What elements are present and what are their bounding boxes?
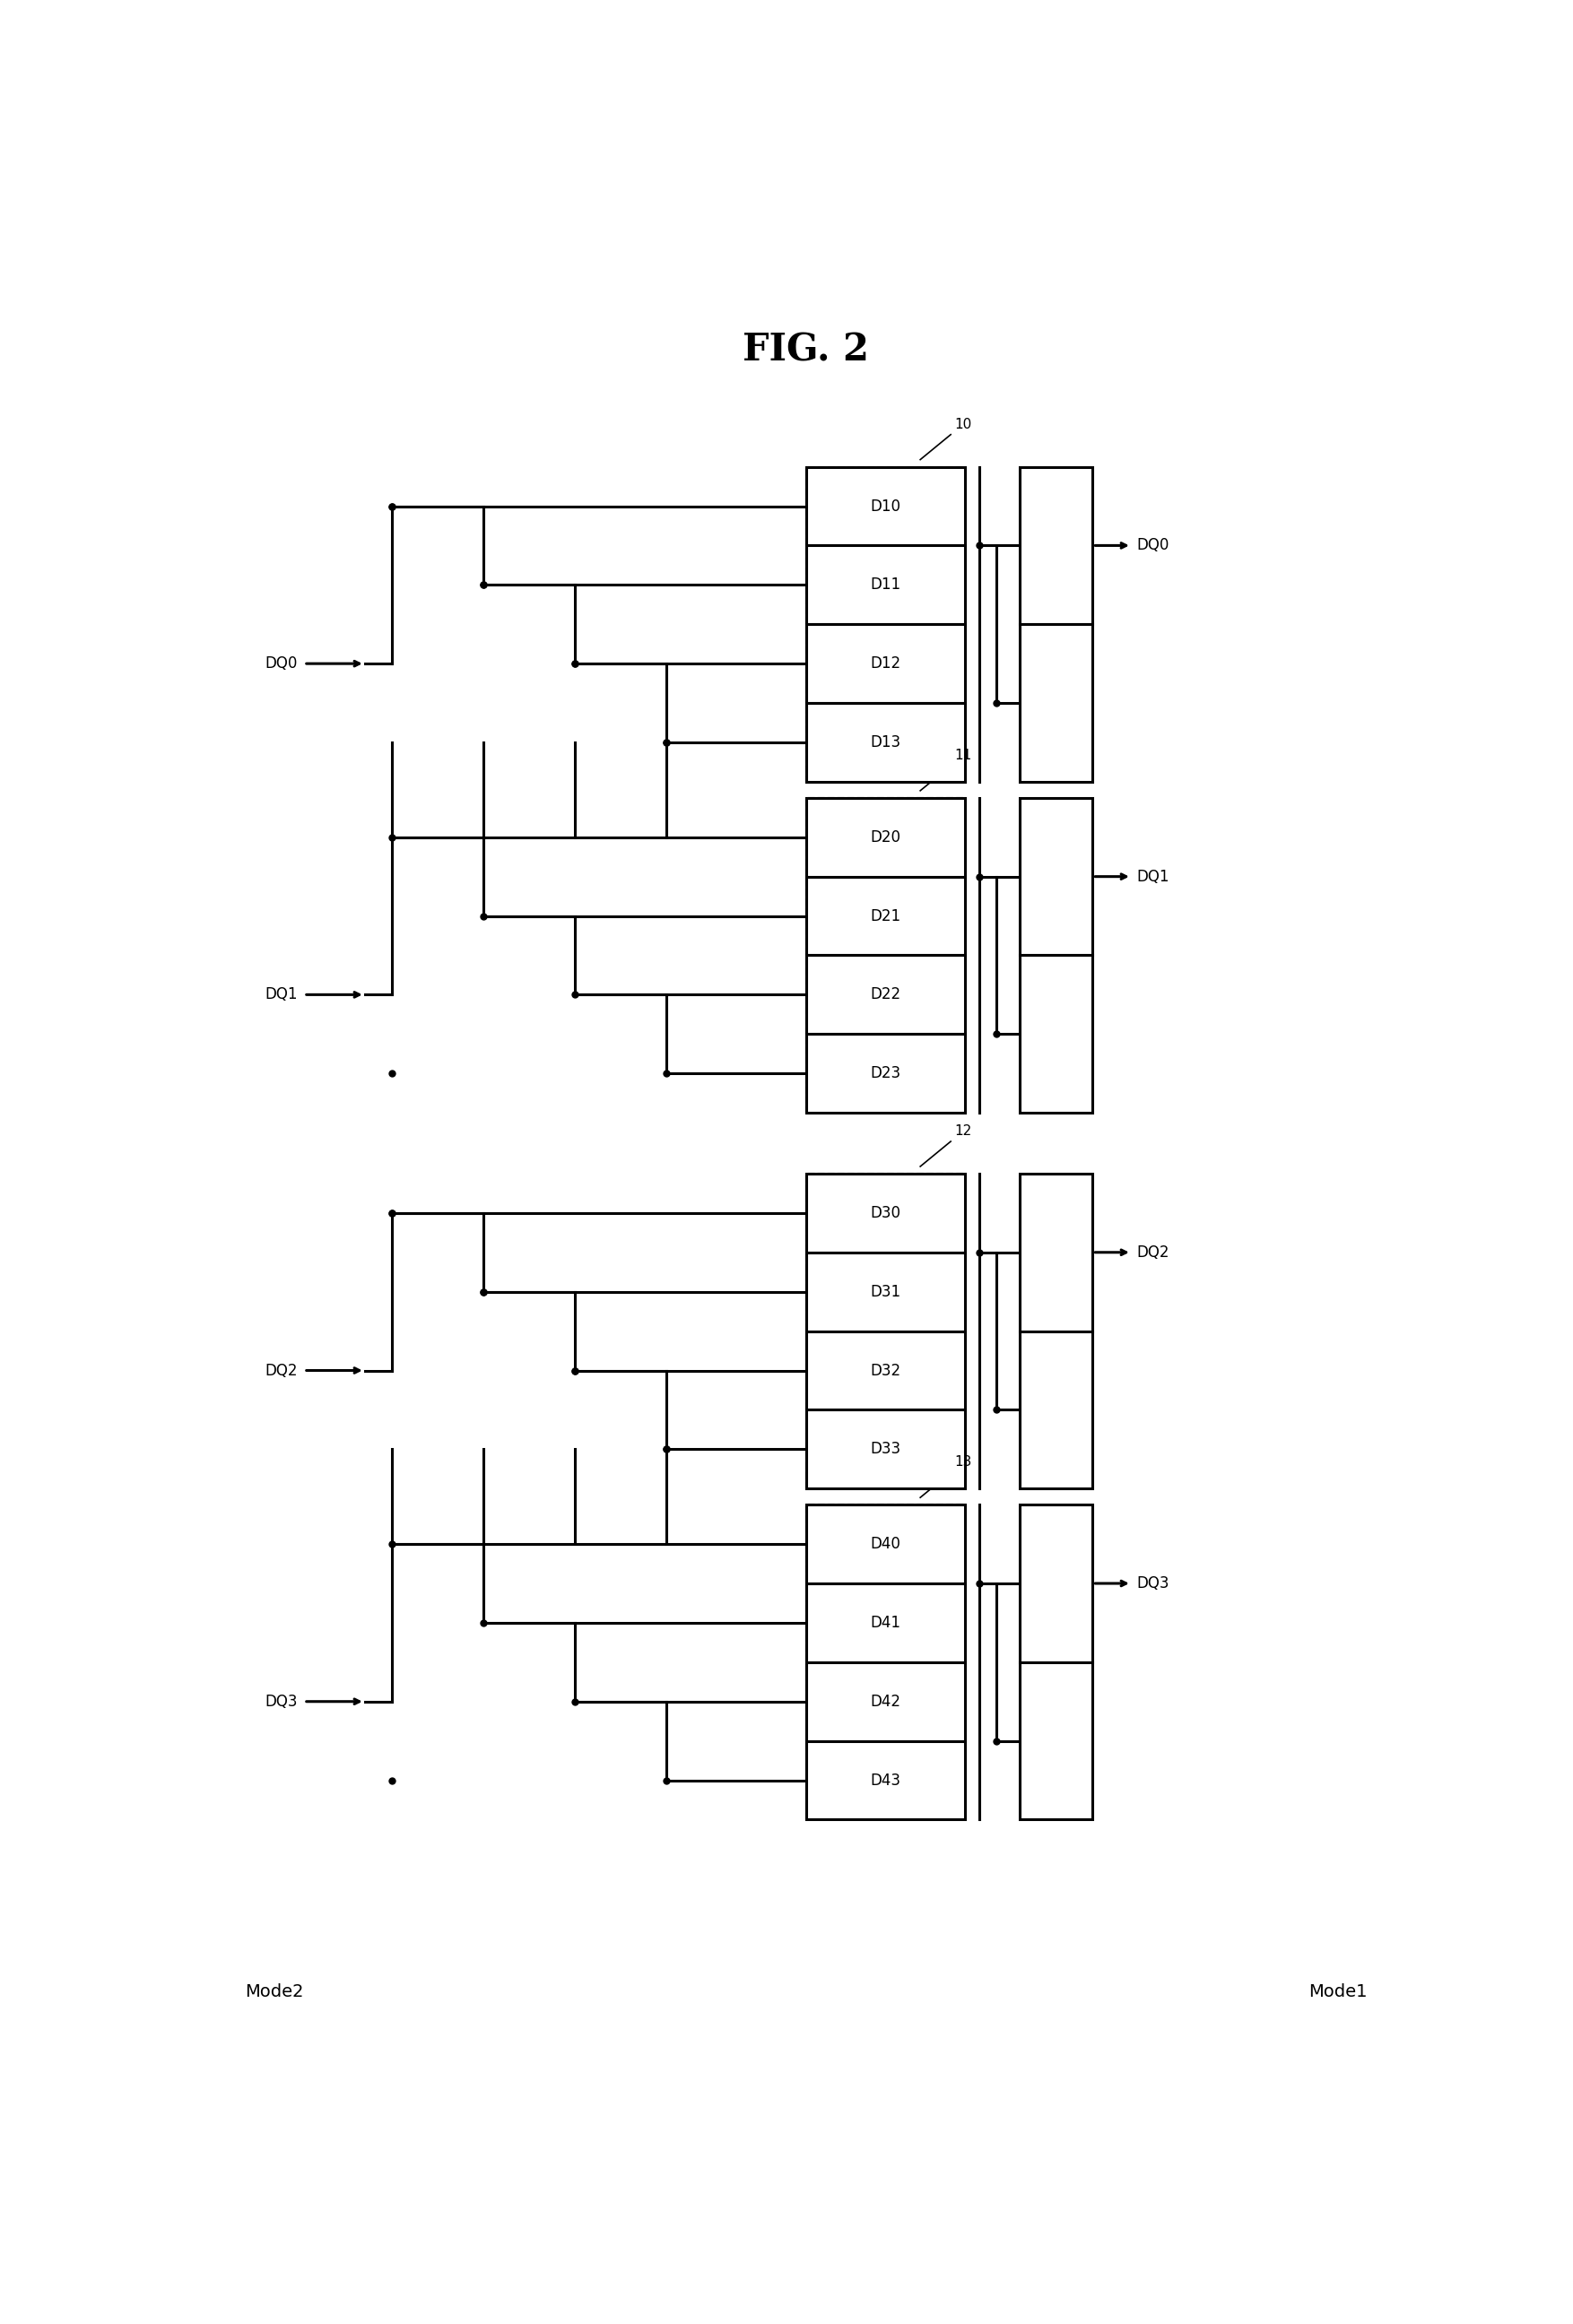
Bar	[1019, 625, 1093, 781]
Bar	[807, 467, 964, 546]
Text: DQ2: DQ2	[266, 1362, 297, 1378]
Text: D33: D33	[870, 1441, 901, 1457]
Bar	[1019, 1332, 1093, 1490]
Bar	[1019, 797, 1093, 955]
Bar	[807, 467, 964, 781]
Text: D31: D31	[870, 1283, 901, 1299]
Text: DQ1: DQ1	[266, 988, 297, 1002]
Bar	[807, 876, 964, 955]
Text: D12: D12	[870, 655, 901, 672]
Bar	[807, 797, 964, 1113]
Bar	[807, 1504, 964, 1583]
Bar	[807, 1174, 964, 1490]
Text: D40: D40	[870, 1536, 901, 1552]
Bar	[807, 702, 964, 781]
Bar	[807, 955, 964, 1034]
Bar	[807, 546, 964, 625]
Bar	[1019, 955, 1093, 1113]
Text: FIG. 2: FIG. 2	[742, 332, 870, 370]
Text: D20: D20	[870, 830, 901, 846]
Bar	[807, 1583, 964, 1662]
Text: 12: 12	[955, 1125, 972, 1139]
Bar	[807, 797, 964, 876]
Text: 10: 10	[955, 418, 972, 430]
Text: 11: 11	[955, 748, 972, 762]
Text: D13: D13	[870, 734, 901, 751]
Text: D10: D10	[870, 497, 901, 514]
Text: DQ3: DQ3	[1137, 1576, 1169, 1592]
Bar	[1019, 1174, 1093, 1332]
Bar	[1019, 1662, 1093, 1820]
Bar	[1019, 1504, 1093, 1662]
Bar	[807, 1253, 964, 1332]
Bar	[807, 1662, 964, 1741]
Text: DQ0: DQ0	[1137, 537, 1169, 553]
Text: D11: D11	[870, 576, 901, 593]
Text: Mode1: Mode1	[1309, 1982, 1367, 2001]
Text: D41: D41	[870, 1615, 901, 1631]
Bar	[807, 1174, 964, 1253]
Text: D21: D21	[870, 909, 901, 925]
Bar	[807, 625, 964, 702]
Bar	[807, 1504, 964, 1820]
Text: D23: D23	[870, 1064, 901, 1081]
Text: 13: 13	[955, 1455, 972, 1469]
Text: DQ0: DQ0	[266, 655, 297, 672]
Text: Mode2: Mode2	[245, 1982, 304, 2001]
Bar	[807, 1034, 964, 1113]
Text: D32: D32	[870, 1362, 901, 1378]
Bar	[807, 1411, 964, 1490]
Text: D43: D43	[870, 1773, 901, 1789]
Bar	[807, 1741, 964, 1820]
Text: D42: D42	[870, 1694, 901, 1710]
Text: DQ3: DQ3	[266, 1694, 297, 1710]
Text: D30: D30	[870, 1204, 901, 1220]
Text: D22: D22	[870, 988, 901, 1002]
Text: DQ2: DQ2	[1137, 1243, 1169, 1260]
Text: DQ1: DQ1	[1137, 869, 1169, 885]
Bar	[1019, 467, 1093, 625]
Bar	[807, 1332, 964, 1411]
